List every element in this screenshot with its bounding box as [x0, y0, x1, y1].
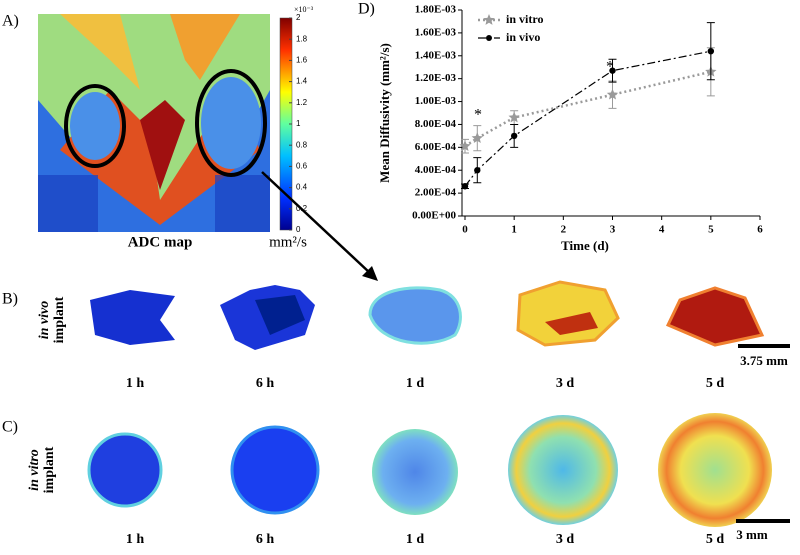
marker: [609, 67, 616, 74]
time-label: 6 h: [256, 532, 275, 547]
time-label: 1 d: [406, 376, 425, 391]
legend-label: in vitro: [506, 12, 543, 26]
row-label: in vitro: [27, 449, 42, 491]
unit: mm²/s: [269, 234, 307, 250]
y-tick-label: 8.00E-04: [415, 118, 457, 130]
annotation: *: [606, 59, 614, 76]
y-tick-label: 1.00E-03: [415, 95, 457, 107]
y-tick-label: 1.60E-03: [415, 26, 457, 38]
marker: [606, 88, 619, 100]
implant-image: [368, 286, 462, 345]
y-tick-label: 4.00E-04: [415, 164, 457, 176]
implant-image: [230, 425, 320, 515]
implant-image: [516, 280, 620, 347]
x-tick-label: 6: [757, 224, 763, 236]
colorbar-tick-label: 0: [296, 225, 301, 234]
colorbar-tick-label: 2: [296, 13, 301, 22]
time-label: 5 d: [706, 376, 725, 391]
scale-label: 3.75 mm: [740, 353, 788, 368]
y-tick-label: 2.00E-04: [415, 187, 457, 199]
x-tick-label: 0: [462, 224, 468, 236]
implant-image: [665, 286, 765, 347]
marker: [459, 140, 471, 152]
legend-label: in vivo: [506, 30, 540, 44]
y-tick-label: 1.20E-03: [415, 72, 457, 84]
time-label: 3 d: [556, 532, 575, 547]
y-tick-label: 0.00E+00: [412, 210, 456, 222]
legend-marker: [486, 35, 492, 41]
colorbar-tick-label: 0.2: [296, 204, 308, 213]
marker: [707, 48, 715, 55]
y-tick-label: 6.00E-04: [415, 141, 457, 153]
scale-label: 3 mm: [736, 527, 768, 542]
colorbar-tick-label: 1.8: [296, 34, 308, 43]
adc-image: [38, 14, 270, 232]
implant-image: [508, 415, 618, 525]
y-axis-label: Mean Diffusivity (mm²/s): [377, 43, 392, 183]
implant-image: [90, 290, 175, 345]
colorbar-tick-label: 0.6: [296, 162, 308, 171]
annotation: *: [474, 107, 482, 124]
marker: [471, 132, 483, 144]
time-label: 1 d: [406, 532, 425, 547]
row-label: in vivo: [37, 301, 52, 340]
time-label: 5 d: [706, 532, 725, 547]
colorbar-tick-label: 1.6: [296, 56, 308, 65]
caption: ADC map: [128, 234, 193, 250]
time-label: 1 h: [126, 376, 145, 391]
time-label: 6 h: [256, 376, 275, 391]
row-label: implant: [52, 296, 67, 343]
marker: [461, 183, 469, 190]
colorbar-tick-label: 0.8: [296, 140, 308, 149]
x-axis-label: Time (d): [561, 238, 609, 253]
x-tick-label: 5: [708, 224, 714, 236]
x-tick-label: 1: [511, 224, 517, 236]
marker: [510, 132, 518, 140]
implant-image-detail: [255, 295, 305, 335]
arrow: [261, 171, 371, 274]
implant-image-detail: [545, 312, 598, 335]
y-tick-label: 1.80E-03: [415, 4, 457, 16]
marker: [508, 111, 520, 123]
time-label: 1 h: [126, 532, 145, 547]
line: [464, 70, 712, 148]
legend-marker: [483, 14, 495, 25]
colorbar-tick-label: 0.4: [296, 183, 308, 192]
x-tick-label: 2: [561, 224, 567, 236]
line: [464, 50, 711, 187]
colorbar-tick-label: 1: [296, 119, 301, 128]
panel-label: A): [2, 13, 19, 30]
colorbar-exponent: ×10⁻³: [294, 5, 314, 14]
implant-image: [372, 429, 458, 515]
panel-label: B): [2, 291, 18, 308]
colorbar-tick-label: 1.2: [296, 98, 308, 107]
implant-image: [658, 413, 772, 527]
row-label: implant: [42, 446, 57, 493]
x-tick-label: 3: [610, 224, 616, 236]
marker: [474, 167, 481, 174]
colorbar-tick-label: 1.4: [296, 77, 308, 86]
panel-label: C): [2, 419, 18, 436]
panel-label: D): [358, 1, 375, 18]
arrow-head: [362, 266, 378, 281]
x-tick-label: 4: [659, 224, 665, 236]
implant-image: [87, 432, 163, 508]
y-tick-label: 1.40E-03: [415, 49, 457, 61]
time-label: 3 d: [556, 376, 575, 391]
